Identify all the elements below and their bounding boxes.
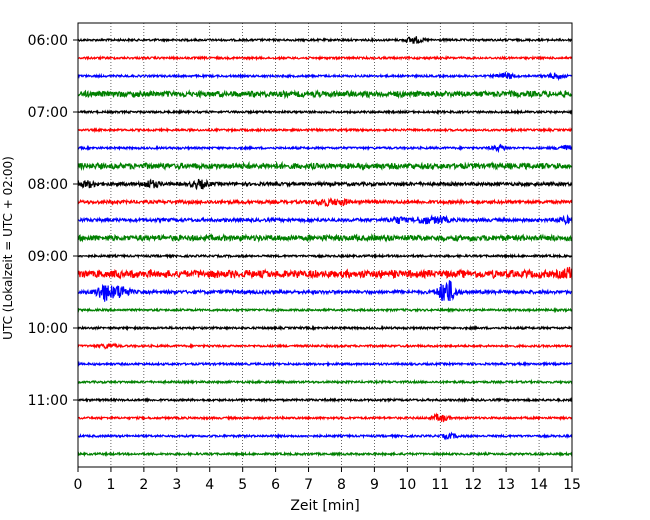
- x-tick-label: 13: [497, 477, 515, 493]
- trace-line: [77, 412, 573, 423]
- trace-line: [77, 54, 573, 62]
- trace-line: [77, 450, 573, 458]
- x-tick-label: 5: [238, 477, 247, 493]
- trace-line: [77, 342, 573, 350]
- y-axis-label: UTC (Lokalzeit = UTC + 02:00): [1, 156, 15, 340]
- vertical-grid: [110, 23, 540, 467]
- trace-line: [77, 178, 573, 191]
- x-tick-label: 9: [370, 477, 379, 493]
- x-tick-label: 10: [398, 477, 416, 493]
- trace-line: [77, 160, 573, 172]
- x-axis-ticks: 0 1 2 3 4 5 6 7 8 9 10 11 12 13 14 15: [74, 467, 581, 493]
- trace-line: [77, 143, 573, 154]
- x-tick-label: 11: [431, 477, 449, 493]
- y-tick-label: 11:00: [28, 393, 68, 409]
- trace-line: [77, 36, 573, 45]
- trace-line: [77, 324, 573, 332]
- y-tick-label: 06:00: [28, 33, 68, 49]
- trace-line: [77, 233, 573, 243]
- trace-line: [77, 108, 573, 116]
- y-axis-ticks: 06:00 07:00 08:00 09:00 10:00 11:00: [28, 33, 78, 409]
- trace-line: [77, 378, 573, 386]
- x-tick-label: 1: [106, 477, 115, 493]
- x-tick-label: 2: [139, 477, 148, 493]
- trace-line: [77, 126, 573, 134]
- x-tick-label: 14: [530, 477, 548, 493]
- seismic-traces: [77, 36, 573, 458]
- trace-line: [77, 214, 573, 226]
- x-tick-label: 6: [271, 477, 280, 493]
- y-tick-label: 08:00: [28, 177, 68, 193]
- trace-line: [77, 306, 573, 314]
- plot-frame: [77, 22, 573, 468]
- x-axis-label: Zeit [min]: [290, 498, 359, 514]
- y-tick-label: 07:00: [28, 105, 68, 121]
- trace-line: [77, 280, 573, 302]
- x-tick-label: 8: [337, 477, 346, 493]
- x-tick-label: 7: [304, 477, 313, 493]
- x-tick-label: 4: [205, 477, 214, 493]
- trace-line: [77, 252, 573, 260]
- trace-line: [77, 396, 573, 404]
- trace-line: [77, 360, 573, 368]
- trace-line: [77, 197, 573, 208]
- trace-line: [77, 89, 573, 100]
- trace-line: [77, 71, 573, 82]
- x-tick-label: 12: [464, 477, 482, 493]
- x-tick-label: 0: [74, 477, 83, 493]
- x-tick-label: 3: [172, 477, 181, 493]
- x-tick-label: 15: [563, 477, 581, 493]
- y-tick-label: 09:00: [28, 249, 68, 265]
- trace-line: [77, 431, 573, 441]
- trace-line: [77, 266, 573, 280]
- y-tick-label: 10:00: [28, 321, 68, 337]
